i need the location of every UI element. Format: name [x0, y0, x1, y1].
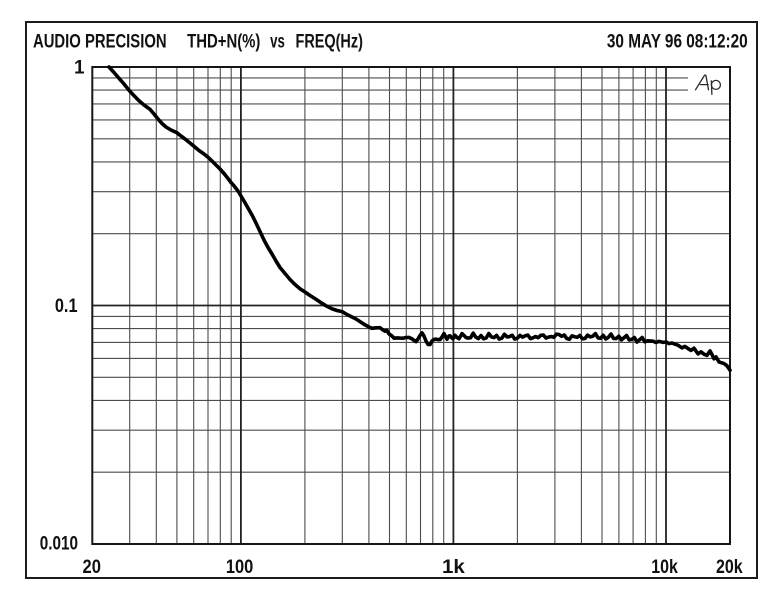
- svg-text:vs: vs: [270, 31, 285, 52]
- svg-text:AUDIO PRECISION: AUDIO PRECISION: [33, 31, 167, 52]
- svg-text:20: 20: [83, 557, 101, 578]
- svg-text:10k: 10k: [651, 557, 678, 578]
- svg-text:30 MAY 96 08:12:20: 30 MAY 96 08:12:20: [607, 31, 748, 52]
- svg-text:FREQ(Hz): FREQ(Hz): [296, 31, 363, 52]
- svg-text:0.1: 0.1: [55, 296, 78, 317]
- svg-text:20k: 20k: [716, 557, 743, 578]
- svg-text:0.010: 0.010: [40, 534, 78, 555]
- svg-text:100: 100: [226, 557, 253, 578]
- svg-text:1: 1: [74, 58, 85, 79]
- svg-text:1k: 1k: [442, 557, 465, 578]
- svg-text:THD+N(%): THD+N(%): [187, 31, 260, 52]
